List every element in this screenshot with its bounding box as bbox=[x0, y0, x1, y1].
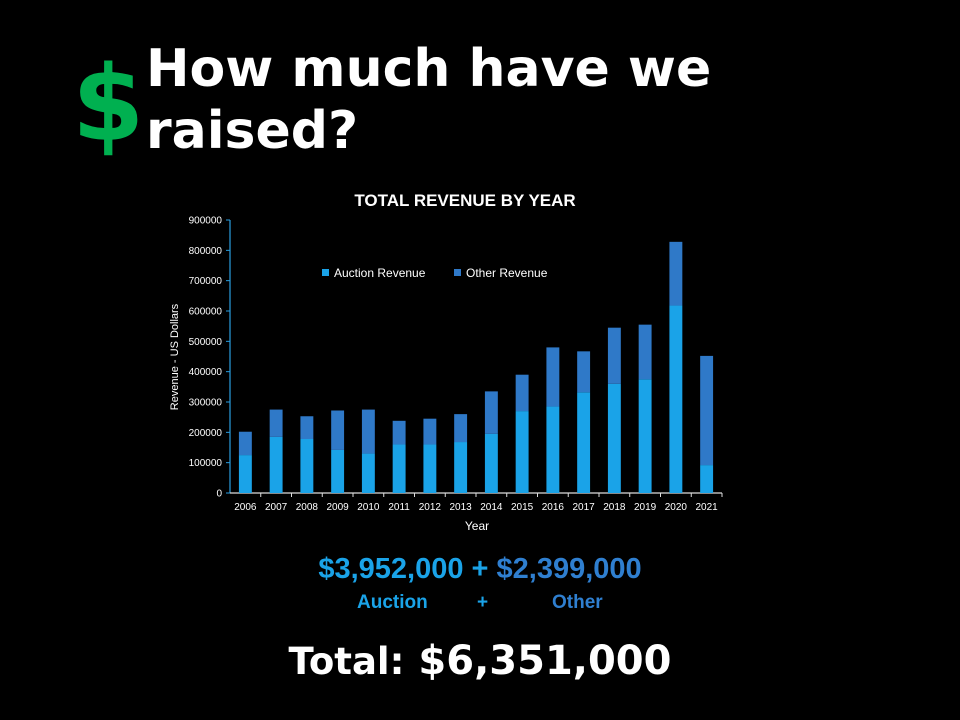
chart-axes: 0 100000 200000 300000 400000 500000 600000 700… bbox=[189, 216, 723, 513]
legend-swatch-auction bbox=[322, 269, 329, 276]
x-tick-label: 2019 bbox=[634, 502, 657, 513]
y-tick-label: 200000 bbox=[189, 428, 223, 439]
bar-auction-2010 bbox=[361, 453, 375, 493]
bar-auction-2007 bbox=[269, 436, 283, 493]
revenue-sum-line: $3,952,000 + $2,399,000 bbox=[0, 553, 960, 586]
other-label: Other bbox=[552, 592, 603, 613]
x-tick-label: 2007 bbox=[265, 502, 288, 513]
y-axis-label: Revenue - US Dollars bbox=[169, 303, 181, 410]
x-tick-label: 2020 bbox=[665, 502, 688, 513]
total-value: $6,351,000 bbox=[418, 638, 672, 684]
bar-auction-2018 bbox=[607, 383, 621, 493]
legend-swatch-other bbox=[454, 269, 461, 276]
other-total: $2,399,000 bbox=[496, 553, 642, 585]
auction-total: $3,952,000 bbox=[318, 553, 464, 585]
bar-other-2018 bbox=[607, 327, 621, 384]
legend-label-auction: Auction Revenue bbox=[334, 266, 426, 280]
x-axis-label: Year bbox=[465, 519, 489, 533]
bar-auction-2009 bbox=[331, 449, 345, 493]
chart-bars bbox=[238, 241, 714, 493]
x-tick-label: 2017 bbox=[573, 502, 596, 513]
y-tick-label: 600000 bbox=[189, 307, 223, 318]
dollar-sign-icon: $ bbox=[72, 43, 145, 165]
bar-auction-2013 bbox=[454, 442, 468, 493]
total-label: Total: bbox=[288, 640, 405, 683]
auction-label: Auction bbox=[357, 592, 428, 613]
bar-other-2017 bbox=[577, 351, 591, 393]
bar-auction-2015 bbox=[515, 411, 529, 493]
bar-other-2010 bbox=[361, 409, 375, 454]
x-tick-label: 2009 bbox=[327, 502, 350, 513]
y-tick-label: 400000 bbox=[189, 367, 223, 378]
y-tick-label: 500000 bbox=[189, 337, 223, 348]
bar-auction-2006 bbox=[238, 455, 252, 493]
bar-other-2015 bbox=[515, 374, 529, 412]
bar-auction-2011 bbox=[392, 444, 406, 493]
bar-auction-2019 bbox=[638, 379, 652, 493]
x-tick-label: 2010 bbox=[357, 502, 380, 513]
bar-auction-2021 bbox=[700, 465, 714, 493]
revenue-chart: TOTAL REVENUE BY YEAR Revenue - US Dolla… bbox=[169, 191, 723, 533]
y-tick-label: 0 bbox=[216, 489, 222, 500]
bar-other-2006 bbox=[238, 431, 252, 456]
bar-auction-2014 bbox=[484, 433, 498, 493]
y-tick-label: 800000 bbox=[189, 246, 223, 257]
x-tick-label: 2013 bbox=[450, 502, 473, 513]
bar-other-2014 bbox=[484, 391, 498, 434]
y-tick-label: 100000 bbox=[189, 458, 223, 469]
bar-other-2020 bbox=[669, 241, 683, 306]
x-tick-label: 2014 bbox=[480, 502, 503, 513]
bar-other-2011 bbox=[392, 420, 406, 445]
grand-total: Total: $6,351,000 bbox=[0, 638, 960, 684]
x-tick-label: 2006 bbox=[234, 502, 257, 513]
y-tick-label: 900000 bbox=[189, 216, 223, 227]
legend-label-other: Other Revenue bbox=[466, 266, 548, 280]
chart-legend: Auction Revenue Other Revenue bbox=[322, 266, 548, 280]
y-tick-label: 700000 bbox=[189, 276, 223, 287]
bar-auction-2016 bbox=[546, 406, 560, 493]
bar-auction-2012 bbox=[423, 444, 437, 493]
bar-other-2021 bbox=[700, 355, 714, 466]
bar-auction-2020 bbox=[669, 305, 683, 493]
bar-other-2013 bbox=[454, 414, 468, 443]
chart-title: TOTAL REVENUE BY YEAR bbox=[354, 191, 575, 210]
x-tick-label: 2012 bbox=[419, 502, 442, 513]
bar-other-2019 bbox=[638, 324, 652, 380]
y-tick-label: 300000 bbox=[189, 398, 223, 409]
bar-other-2008 bbox=[300, 416, 314, 440]
x-tick-label: 2018 bbox=[603, 502, 626, 513]
x-tick-label: 2016 bbox=[542, 502, 565, 513]
slide-title: How much have we raised? bbox=[146, 39, 712, 161]
bar-other-2016 bbox=[546, 347, 560, 407]
bar-other-2007 bbox=[269, 409, 283, 437]
x-tick-label: 2011 bbox=[388, 502, 410, 513]
plus-sign: + bbox=[471, 553, 489, 585]
x-tick-label: 2021 bbox=[696, 502, 719, 513]
bar-auction-2008 bbox=[300, 439, 314, 493]
bar-auction-2017 bbox=[577, 392, 591, 493]
plus-label: + bbox=[477, 592, 489, 613]
bar-other-2012 bbox=[423, 418, 437, 445]
x-tick-label: 2008 bbox=[296, 502, 319, 513]
x-tick-label: 2015 bbox=[511, 502, 534, 513]
bar-other-2009 bbox=[331, 410, 345, 450]
